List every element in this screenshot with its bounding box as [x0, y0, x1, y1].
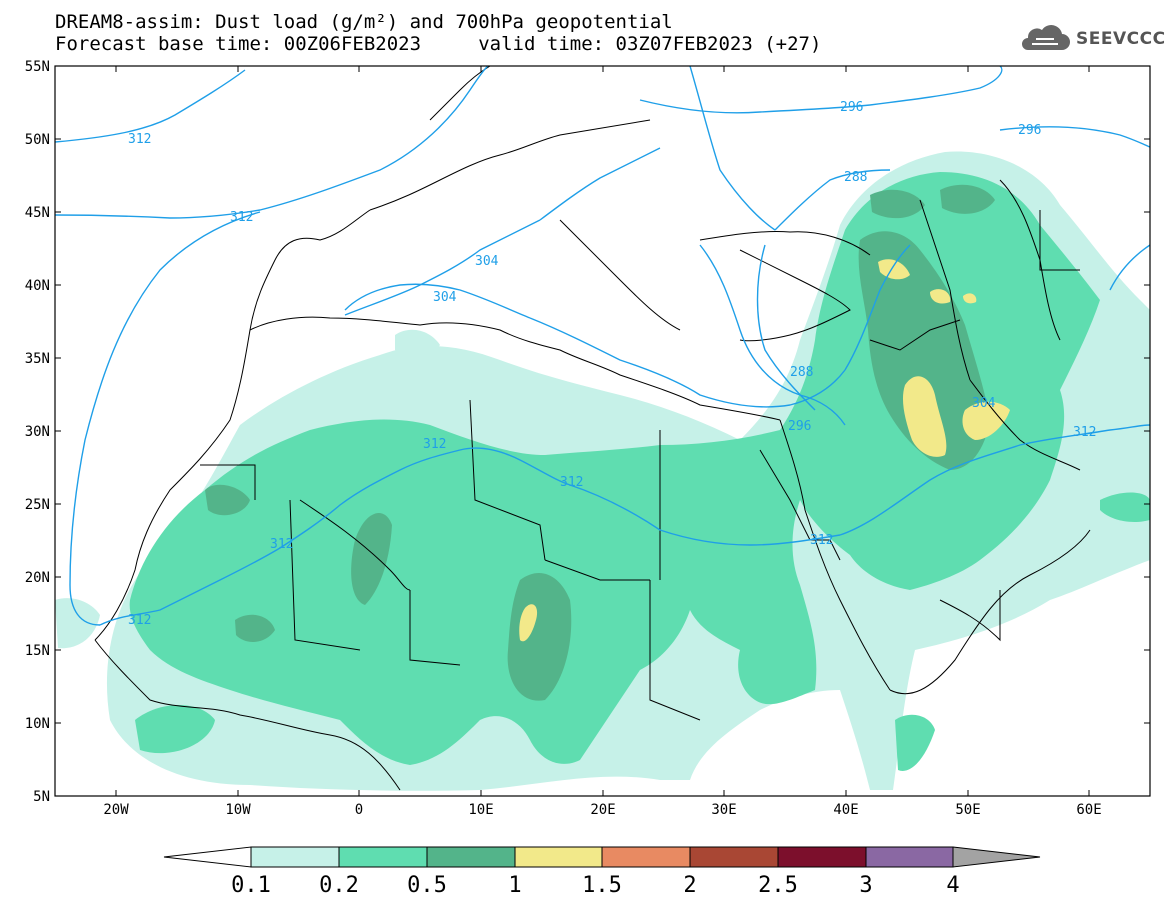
- lon-label: 0: [355, 802, 363, 818]
- logo-text: SEEVCCC: [1076, 29, 1165, 49]
- lat-label: 35N: [25, 351, 50, 367]
- colorbar-low-arrow: [163, 846, 252, 868]
- lon-label: 60E: [1076, 802, 1101, 818]
- contour-label: 312: [810, 533, 833, 548]
- geopotential-contours: [55, 66, 1150, 626]
- colorbar-high-arrow: [952, 846, 1041, 868]
- colorbar-label: 1.5: [582, 873, 622, 898]
- colorbar-swatch: [689, 846, 779, 868]
- contour-label: 296: [788, 419, 811, 434]
- colorbar-label: 4: [946, 873, 959, 898]
- colorbar-swatch: [250, 846, 340, 868]
- lat-label: 20N: [25, 570, 50, 586]
- contour-label: 304: [433, 290, 457, 305]
- lat-label: 15N: [25, 643, 50, 659]
- colorbar-label: 0.1: [231, 873, 271, 898]
- forecast-time-line: Forecast base time: 00Z06FEB2023 valid t…: [55, 33, 822, 55]
- colorbar-swatch: [338, 846, 428, 868]
- colorbar-label: 0.2: [319, 873, 359, 898]
- colorbar-swatch: [426, 846, 516, 868]
- contour-label: 312: [270, 537, 293, 552]
- colorbar: 0.1 0.2 0.5 1 1.5 2 2.5 3 4: [163, 846, 1041, 898]
- coastlines-borders: [94, 66, 1091, 791]
- seevccc-logo: SEEVCCC: [1018, 24, 1165, 54]
- colorbar-label: 2.5: [758, 873, 798, 898]
- lat-label: 55N: [25, 59, 50, 75]
- dust-level-0-2: [129, 172, 1150, 771]
- lat-label: 45N: [25, 205, 50, 221]
- contour-label: 296: [1018, 123, 1041, 138]
- contour-label: 312: [560, 475, 583, 490]
- lat-label: 5N: [33, 789, 50, 805]
- colorbar-swatch: [777, 846, 867, 868]
- colorbar-label: 1: [508, 873, 521, 898]
- colorbar-swatch: [601, 846, 691, 868]
- colorbar-label: 0.5: [407, 873, 447, 898]
- contour-label: 312: [1073, 425, 1096, 440]
- contour-label: 312: [128, 132, 151, 147]
- contour-label: 312: [423, 437, 446, 452]
- colorbar-label: 2: [683, 873, 696, 898]
- lon-label: 30E: [711, 802, 736, 818]
- latitude-axis: 55N 50N 45N 40N 35N 30N 25N 20N 15N 10N …: [25, 59, 1150, 805]
- lon-label: 40E: [833, 802, 858, 818]
- contour-label: 288: [790, 365, 813, 380]
- contour-label: 304: [972, 396, 996, 411]
- contour-label: 288: [844, 170, 867, 185]
- contour-label: 312: [230, 210, 253, 225]
- colorbar-swatch: [865, 846, 954, 868]
- contour-labels: 312 312 312 312 312 312 312 312 304 304 …: [128, 100, 1096, 628]
- lon-label: 10E: [468, 802, 493, 818]
- longitude-axis: 20W 10W 0 10E 20E 30E 40E 50E 60E: [103, 66, 1102, 818]
- colorbar-swatch: [514, 846, 603, 868]
- dust-level-1: [519, 259, 1010, 642]
- colorbar-label: 3: [859, 873, 872, 898]
- dust-fields: [55, 151, 1150, 791]
- dust-level-0-5: [205, 184, 995, 701]
- lon-label: 20W: [103, 802, 129, 818]
- lon-label: 50E: [955, 802, 980, 818]
- lat-label: 40N: [25, 278, 50, 294]
- lat-label: 10N: [25, 716, 50, 732]
- lon-label: 20E: [590, 802, 615, 818]
- contour-label: 296: [840, 100, 863, 115]
- lat-label: 50N: [25, 132, 50, 148]
- lat-label: 30N: [25, 424, 50, 440]
- lat-label: 25N: [25, 497, 50, 513]
- contour-label: 304: [475, 254, 499, 269]
- lon-label: 10W: [225, 802, 251, 818]
- contour-label: 312: [128, 613, 151, 628]
- map-title: DREAM8-assim: Dust load (g/m²) and 700hP…: [55, 11, 673, 33]
- cloud-icon: [1022, 25, 1070, 50]
